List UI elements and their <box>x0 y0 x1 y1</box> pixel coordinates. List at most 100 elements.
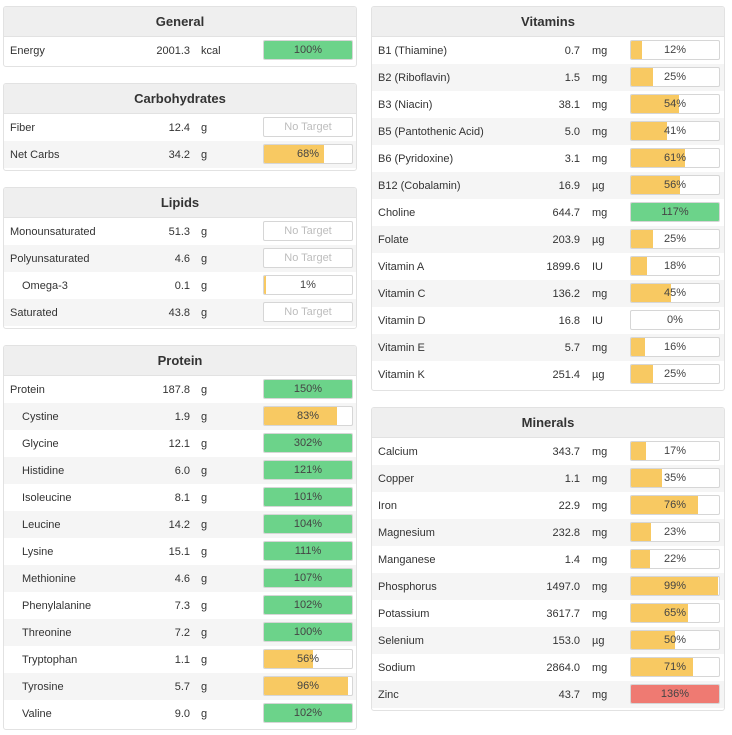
target-percent-label: 12% <box>663 44 687 56</box>
nutrient-name: Tyrosine <box>22 680 64 693</box>
nutrient-unit: µg <box>592 368 605 381</box>
lipids-header: Lipids <box>4 188 356 218</box>
target-percent-label: 102% <box>293 707 323 719</box>
nutrient-row-phosphorus: Phosphorus 1497.0 mg 99% <box>372 573 724 600</box>
target-percent-label: 104% <box>293 518 323 530</box>
nutrient-amount: 15.1 <box>168 545 190 558</box>
nutrient-row-zinc: Zinc 43.7 mg 136% <box>372 681 724 708</box>
nutrient-unit: mg <box>592 445 608 458</box>
nutrient-name: Selenium <box>378 634 424 647</box>
target-progress-fill <box>631 122 668 140</box>
target-percent-label: 96% <box>296 680 320 692</box>
nutrient-amount: 1.5 <box>564 71 580 84</box>
nutrient-amount: 1.1 <box>174 653 190 666</box>
nutrient-row-fiber: Fiber 12.4 g No Target <box>4 114 356 141</box>
nutrient-row-histidine: Histidine 6.0 g 121% <box>4 457 356 484</box>
nutrient-unit: g <box>201 464 208 477</box>
target-progress-bar: 96% <box>263 676 353 696</box>
nutrient-unit: g <box>201 306 208 319</box>
nutrient-row-polyunsaturated: Polyunsaturated 4.6 g No Target <box>4 245 356 272</box>
target-progress-bar: 302% <box>263 433 353 453</box>
nutrient-amount: 5.0 <box>564 125 580 138</box>
nutrient-unit: g <box>201 383 208 396</box>
nutrient-unit: kcal <box>201 44 221 57</box>
nutrient-name: Methionine <box>22 572 76 585</box>
nutrient-name: Zinc <box>378 688 399 701</box>
nutrient-unit: g <box>201 680 208 693</box>
target-progress-bar: 104% <box>263 514 353 534</box>
nutrient-row-vitamin-k: Vitamin K 251.4 µg 25% <box>372 361 724 388</box>
nutrient-name: Vitamin C <box>378 287 426 300</box>
nutrient-name: Folate <box>378 233 409 246</box>
carbohydrates-rows: Fiber 12.4 g No Target Net Carbs 34.2 g 68% <box>4 114 356 168</box>
nutrient-row-monounsaturated: Monounsaturated 51.3 g No Target <box>4 218 356 245</box>
target-percent-label: 22% <box>663 553 687 565</box>
protein-header: Protein <box>4 346 356 376</box>
target-progress-fill <box>631 257 647 275</box>
general-panel: General Energy 2001.3 kcal 100% <box>3 6 357 67</box>
nutrient-row-tryptophan: Tryptophan 1.1 g 56% <box>4 646 356 673</box>
target-percent-label: 18% <box>663 260 687 272</box>
target-progress-bar: 102% <box>263 595 353 615</box>
nutrient-amount: 136.2 <box>552 287 580 300</box>
nutrient-row-vitamin-e: Vitamin E 5.7 mg 16% <box>372 334 724 361</box>
nutrient-name: Leucine <box>22 518 61 531</box>
target-progress-fill <box>631 577 719 595</box>
nutrient-name: Calcium <box>378 445 418 458</box>
nutrient-amount: 51.3 <box>168 225 190 238</box>
nutrient-name: Monounsaturated <box>10 225 96 238</box>
target-progress-bar: 117% <box>630 202 720 222</box>
target-progress-fill <box>631 496 698 514</box>
target-progress-fill <box>631 41 642 59</box>
target-progress-fill <box>631 338 646 356</box>
nutrient-name: Copper <box>378 472 415 485</box>
target-percent-label: 150% <box>293 383 323 395</box>
nutrient-name: Vitamin A <box>378 260 425 273</box>
nutrient-name: B12 (Cobalamin) <box>378 179 461 192</box>
nutrient-row-glycine: Glycine 12.1 g 302% <box>4 430 356 457</box>
nutrient-amount: 14.2 <box>168 518 190 531</box>
nutrient-name: Net Carbs <box>10 148 60 161</box>
nutrient-amount: 8.1 <box>174 491 190 504</box>
target-percent-label: No Target <box>284 252 332 264</box>
nutrient-row-choline: Choline 644.7 mg 117% <box>372 199 724 226</box>
target-progress-bar: 16% <box>630 337 720 357</box>
target-progress-bar: No Target <box>263 248 353 268</box>
target-progress-bar: 83% <box>263 406 353 426</box>
target-percent-label: 100% <box>293 626 323 638</box>
target-percent-label: 136% <box>660 688 690 700</box>
lipids-rows: Monounsaturated 51.3 g No Target Polyunsatur… <box>4 218 356 326</box>
target-progress-fill <box>264 407 338 425</box>
target-progress-fill <box>631 176 681 194</box>
target-progress-bar: 45% <box>630 283 720 303</box>
nutrient-amount: 2864.0 <box>546 661 580 674</box>
target-progress-bar: 76% <box>630 495 720 515</box>
nutrient-amount: 34.2 <box>168 148 190 161</box>
nutrient-amount: 12.1 <box>168 437 190 450</box>
nutrient-unit: g <box>201 148 208 161</box>
target-progress-fill <box>264 461 352 479</box>
nutrient-amount: 3617.7 <box>546 607 580 620</box>
target-percent-label: No Target <box>284 225 332 237</box>
nutrient-row-b1-thiamine: B1 (Thiamine) 0.7 mg 12% <box>372 37 724 64</box>
nutrient-name: Histidine <box>22 464 65 477</box>
nutrient-unit: g <box>201 491 208 504</box>
nutrient-row-sodium: Sodium 2864.0 mg 71% <box>372 654 724 681</box>
nutrient-amount: 203.9 <box>552 233 580 246</box>
vitamins-header: Vitamins <box>372 7 724 37</box>
nutrient-unit: g <box>201 437 208 450</box>
nutrient-row-protein: Protein 187.8 g 150% <box>4 376 356 403</box>
target-progress-bar: 61% <box>630 148 720 168</box>
target-progress-bar: 150% <box>263 379 353 399</box>
target-progress-fill <box>631 469 662 487</box>
nutrient-name: B3 (Niacin) <box>378 98 433 111</box>
nutrient-unit: g <box>201 225 208 238</box>
nutrient-row-iron: Iron 22.9 mg 76% <box>372 492 724 519</box>
target-progress-bar: No Target <box>263 117 353 137</box>
nutrient-row-phenylalanine: Phenylalanine 7.3 g 102% <box>4 592 356 619</box>
nutrient-name: Polyunsaturated <box>10 252 90 265</box>
nutrient-amount: 1.9 <box>174 410 190 423</box>
target-progress-bar: 25% <box>630 67 720 87</box>
nutrient-name: Choline <box>378 206 416 219</box>
target-percent-label: 117% <box>661 206 689 218</box>
